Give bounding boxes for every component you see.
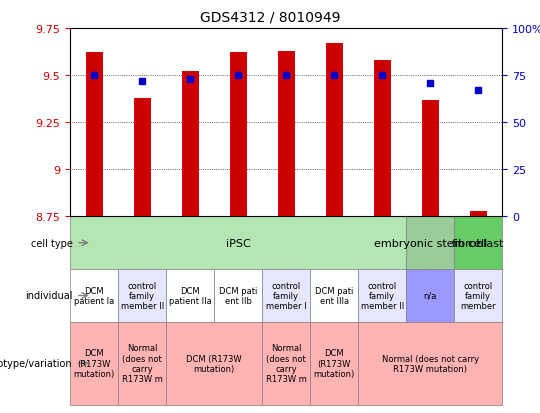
FancyBboxPatch shape <box>454 217 502 269</box>
Text: n/a: n/a <box>423 291 437 300</box>
Text: DCM
(R173W
mutation): DCM (R173W mutation) <box>73 349 115 378</box>
FancyBboxPatch shape <box>358 322 502 405</box>
Text: GDS4312 / 8010949: GDS4312 / 8010949 <box>200 10 340 24</box>
FancyBboxPatch shape <box>406 217 454 269</box>
FancyBboxPatch shape <box>262 269 310 322</box>
Text: fibroblast: fibroblast <box>452 238 504 248</box>
Text: DCM pati
ent IIIa: DCM pati ent IIIa <box>315 286 353 306</box>
Text: control
family
member: control family member <box>461 281 496 311</box>
Bar <box>182 72 199 217</box>
FancyBboxPatch shape <box>406 269 454 322</box>
Text: DCM
patient Ia: DCM patient Ia <box>74 286 114 306</box>
FancyBboxPatch shape <box>118 269 166 322</box>
Text: DCM
patient IIa: DCM patient IIa <box>169 286 212 306</box>
Bar <box>278 52 295 217</box>
Bar <box>230 53 247 217</box>
Bar <box>134 98 151 217</box>
Text: control
family
member II: control family member II <box>120 281 164 311</box>
Text: control
family
member II: control family member II <box>361 281 404 311</box>
FancyBboxPatch shape <box>310 269 358 322</box>
FancyBboxPatch shape <box>70 322 118 405</box>
Text: DCM (R173W
mutation): DCM (R173W mutation) <box>186 354 242 373</box>
FancyBboxPatch shape <box>454 269 502 322</box>
Text: DCM pati
ent IIb: DCM pati ent IIb <box>219 286 258 306</box>
Text: individual: individual <box>25 291 72 301</box>
Bar <box>470 211 487 217</box>
FancyBboxPatch shape <box>70 269 118 322</box>
Text: embryonic stem cell: embryonic stem cell <box>374 238 487 248</box>
FancyBboxPatch shape <box>310 322 358 405</box>
FancyBboxPatch shape <box>166 322 262 405</box>
Text: cell type: cell type <box>31 238 72 248</box>
Text: Normal
(does not
carry
R173W m: Normal (does not carry R173W m <box>266 343 307 383</box>
Bar <box>422 100 438 217</box>
FancyBboxPatch shape <box>118 322 166 405</box>
Text: genotype/variation: genotype/variation <box>0 358 72 368</box>
Bar <box>86 53 103 217</box>
FancyBboxPatch shape <box>214 269 262 322</box>
Text: DCM
(R173W
mutation): DCM (R173W mutation) <box>314 349 355 378</box>
Text: Normal
(does not
carry
R173W m: Normal (does not carry R173W m <box>122 343 163 383</box>
Text: Normal (does not carry
R173W mutation): Normal (does not carry R173W mutation) <box>382 354 479 373</box>
Text: control
family
member I: control family member I <box>266 281 307 311</box>
FancyBboxPatch shape <box>358 269 406 322</box>
FancyBboxPatch shape <box>166 269 214 322</box>
Bar <box>326 44 342 217</box>
FancyBboxPatch shape <box>70 217 406 269</box>
FancyBboxPatch shape <box>262 322 310 405</box>
Bar <box>374 61 390 217</box>
Text: iPSC: iPSC <box>226 238 251 248</box>
